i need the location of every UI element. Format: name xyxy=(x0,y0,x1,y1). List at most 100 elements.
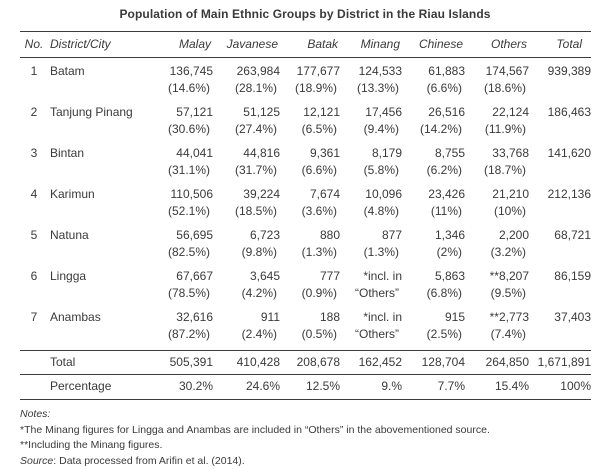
percentage-value: (4.8%) xyxy=(363,204,399,218)
total-minang: 162,452 xyxy=(358,355,402,369)
value-cell: 174,567 (18.6%) xyxy=(465,63,529,97)
population-value: 7,674 xyxy=(309,187,340,201)
value-cell: 44,816 (31.7%) xyxy=(213,145,280,179)
population-value: *incl. in xyxy=(363,310,402,324)
row-total: 186,463 xyxy=(547,105,591,119)
population-value: 44,041 xyxy=(176,146,213,160)
percentage-value: (7.4%) xyxy=(490,327,526,341)
value-cell: 1,346 (2%) xyxy=(402,227,465,261)
row-number: 6 xyxy=(30,269,38,283)
population-value: 67,667 xyxy=(176,269,213,283)
percentage-value: (87.2%) xyxy=(167,327,210,341)
value-cell: 9,361 (6.6%) xyxy=(280,145,340,179)
row-total: 37,403 xyxy=(554,310,591,324)
percentage-value: (0.9%) xyxy=(301,286,337,300)
value-cell: **2,773 (7.4%) xyxy=(465,309,529,343)
population-value: 136,745 xyxy=(169,64,213,78)
population-value: 1,346 xyxy=(434,228,465,242)
percentage-value: (14.6%) xyxy=(167,81,210,95)
total-row-label: Total xyxy=(50,355,76,369)
notes-heading: Notes: xyxy=(20,408,51,420)
percentage-value: (6.6%) xyxy=(301,163,337,177)
value-cell: 21,210 (10%) xyxy=(465,186,529,220)
percentage-value: (27.4%) xyxy=(234,122,277,136)
value-cell: 23,426 (11%) xyxy=(402,186,465,220)
percentage-others: 15.4% xyxy=(494,379,529,393)
notes-section: Notes: *The Minang figures for Lingga an… xyxy=(20,407,591,469)
population-value: 9,361 xyxy=(309,146,340,160)
value-cell: 911 (2.4%) xyxy=(213,309,280,343)
population-value: 880 xyxy=(319,228,340,242)
source-line: Source: Data processed from Arifin et al… xyxy=(20,454,591,469)
district-name: Lingga xyxy=(50,269,87,283)
percentage-value: (4.2%) xyxy=(241,286,277,300)
table-body: 1 Batam 136,745 (14.6%) 263,984 (28.1%) 177,67… xyxy=(20,58,591,343)
total-chinese: 128,704 xyxy=(421,355,465,369)
column-header-district: District/City xyxy=(50,37,111,51)
total-grand: 1,671,891 xyxy=(537,355,591,369)
population-value: 12,121 xyxy=(303,105,340,119)
population-value: 51,125 xyxy=(243,105,280,119)
row-total: 68,721 xyxy=(554,228,591,242)
value-cell: 2,200 (3.2%) xyxy=(465,227,529,261)
population-value: 777 xyxy=(319,269,340,283)
percentage-value: (1.3%) xyxy=(363,245,399,259)
value-cell: *incl. in “Others” xyxy=(340,309,402,343)
percentage-value: (6.6%) xyxy=(426,81,462,95)
value-cell: 61,883 (6.6%) xyxy=(402,63,465,97)
table-row: 1 Batam 136,745 (14.6%) 263,984 (28.1%) 177,67… xyxy=(20,63,591,97)
population-value: 32,616 xyxy=(176,310,213,324)
population-value: 44,816 xyxy=(243,146,280,160)
note-including: **Including the Minang figures. xyxy=(20,439,163,451)
row-number: 3 xyxy=(30,146,38,160)
population-value: *incl. in xyxy=(363,269,402,283)
percentage-value: (18.6%) xyxy=(483,81,526,95)
population-value: 39,224 xyxy=(243,187,280,201)
row-number: 2 xyxy=(30,105,38,119)
column-header-no: No. xyxy=(24,37,44,51)
percentage-value: (82.5%) xyxy=(167,245,210,259)
percentage-value: (11%) xyxy=(430,204,462,218)
value-cell: 777 (0.9%) xyxy=(280,268,340,302)
total-row: Total 505,391 410,428 208,678 162,452 12… xyxy=(20,350,591,375)
percentage-value: (18.9%) xyxy=(294,81,337,95)
percentage-value: (6.5%) xyxy=(301,122,337,136)
row-total: 939,389 xyxy=(547,64,591,78)
population-value: 911 xyxy=(260,310,280,324)
population-value: 263,984 xyxy=(236,64,280,78)
value-cell: 877 (1.3%) xyxy=(340,227,402,261)
population-value: 8,179 xyxy=(371,146,402,160)
column-header-others: Others xyxy=(490,37,527,51)
value-cell: 5,863 (6.8%) xyxy=(402,268,465,302)
percentage-value: (3.6%) xyxy=(301,204,337,218)
column-header-total: Total xyxy=(556,37,582,51)
table-row: 5 Natuna 56,695 (82.5%) 6,723 (9.8%) 880 (1.3%)… xyxy=(20,227,591,261)
source-label: Source xyxy=(20,454,54,467)
value-cell: 51,125 (27.4%) xyxy=(213,104,280,138)
percentage-value: (2%) xyxy=(436,245,462,259)
value-cell: 10,096 (4.8%) xyxy=(340,186,402,220)
percentage-minang: 9.% xyxy=(381,379,402,393)
population-value: 174,567 xyxy=(485,64,529,78)
total-batak: 208,678 xyxy=(296,355,340,369)
value-cell: *incl. in “Others” xyxy=(340,268,402,302)
percentage-row: Percentage 30.2% 24.6% 12.5% 9.% 7.7% 15… xyxy=(20,375,591,400)
population-value: 124,533 xyxy=(358,64,402,78)
percentage-malay: 30.2% xyxy=(178,379,213,393)
table-row: 4 Karimun 110,506 (52.1%) 39,224 (18.5%) 7,674… xyxy=(20,186,591,220)
population-value: 57,121 xyxy=(176,105,213,119)
total-javanese: 410,428 xyxy=(236,355,280,369)
table-row: 3 Bintan 44,041 (31.1%) 44,816 (31.7%) 9,361 (6… xyxy=(20,145,591,179)
total-malay: 505,391 xyxy=(169,355,213,369)
percentage-value: (52.1%) xyxy=(167,204,210,218)
value-cell: 17,456 (9.4%) xyxy=(340,104,402,138)
percentage-value: (9.8%) xyxy=(241,245,277,259)
district-name: Batam xyxy=(50,64,85,78)
row-number: 5 xyxy=(30,228,38,242)
value-cell: 124,533 (13.3%) xyxy=(340,63,402,97)
table-row: 6 Lingga 67,667 (78.5%) 3,645 (4.2%) 777 (0.9%)… xyxy=(20,268,591,302)
percentage-value: (31.7%) xyxy=(234,163,277,177)
column-header-minang: Minang xyxy=(360,37,400,51)
row-total: 86,159 xyxy=(554,269,591,283)
